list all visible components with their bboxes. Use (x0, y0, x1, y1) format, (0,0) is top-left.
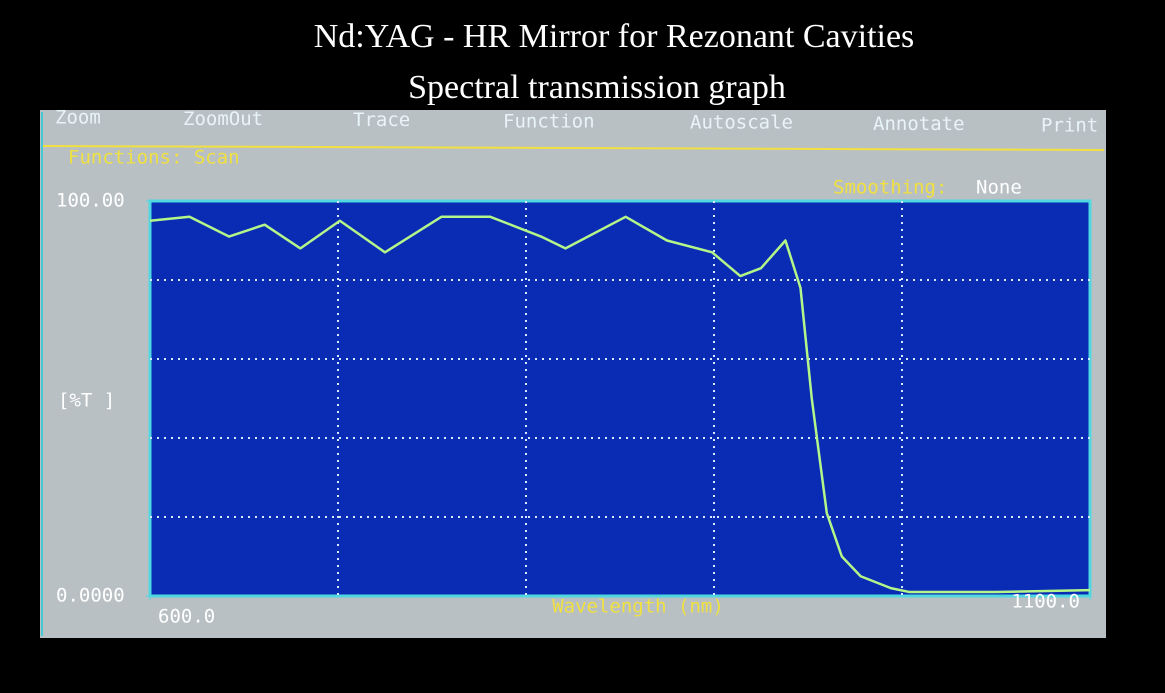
x-tick-label: 600.0 (158, 606, 215, 628)
menu-item[interactable]: Autoscale (690, 112, 793, 134)
y-tick-label: 100.00 (56, 190, 125, 212)
title: Nd:YAG - HR Mirror for Rezonant Cavities (314, 18, 915, 55)
functions-label: Functions: Scan (68, 147, 240, 169)
menu-item[interactable]: Trace (353, 109, 410, 131)
trace-line (149, 215, 1091, 594)
y-axis-label: [%T ] (58, 390, 115, 412)
smoothing-value: None (976, 177, 1022, 199)
x-tick-label: 1100.0 (1011, 591, 1080, 613)
x-axis-label: Wavelength (nm) (552, 596, 724, 618)
subtitle: Spectral transmission graph (408, 69, 786, 106)
y-tick-label: 0.0000 (56, 585, 125, 607)
menu-item[interactable]: ZoomOut (183, 108, 263, 130)
menu-item[interactable]: Function (503, 110, 595, 132)
menu-item[interactable]: Annotate (873, 113, 965, 135)
menu-item[interactable]: Zoom (55, 107, 101, 129)
menu-separator (41, 145, 1105, 151)
menu-item[interactable]: Print (1041, 114, 1098, 136)
plot-area (148, 199, 1092, 598)
smoothing-label: Smoothing: (833, 177, 947, 199)
